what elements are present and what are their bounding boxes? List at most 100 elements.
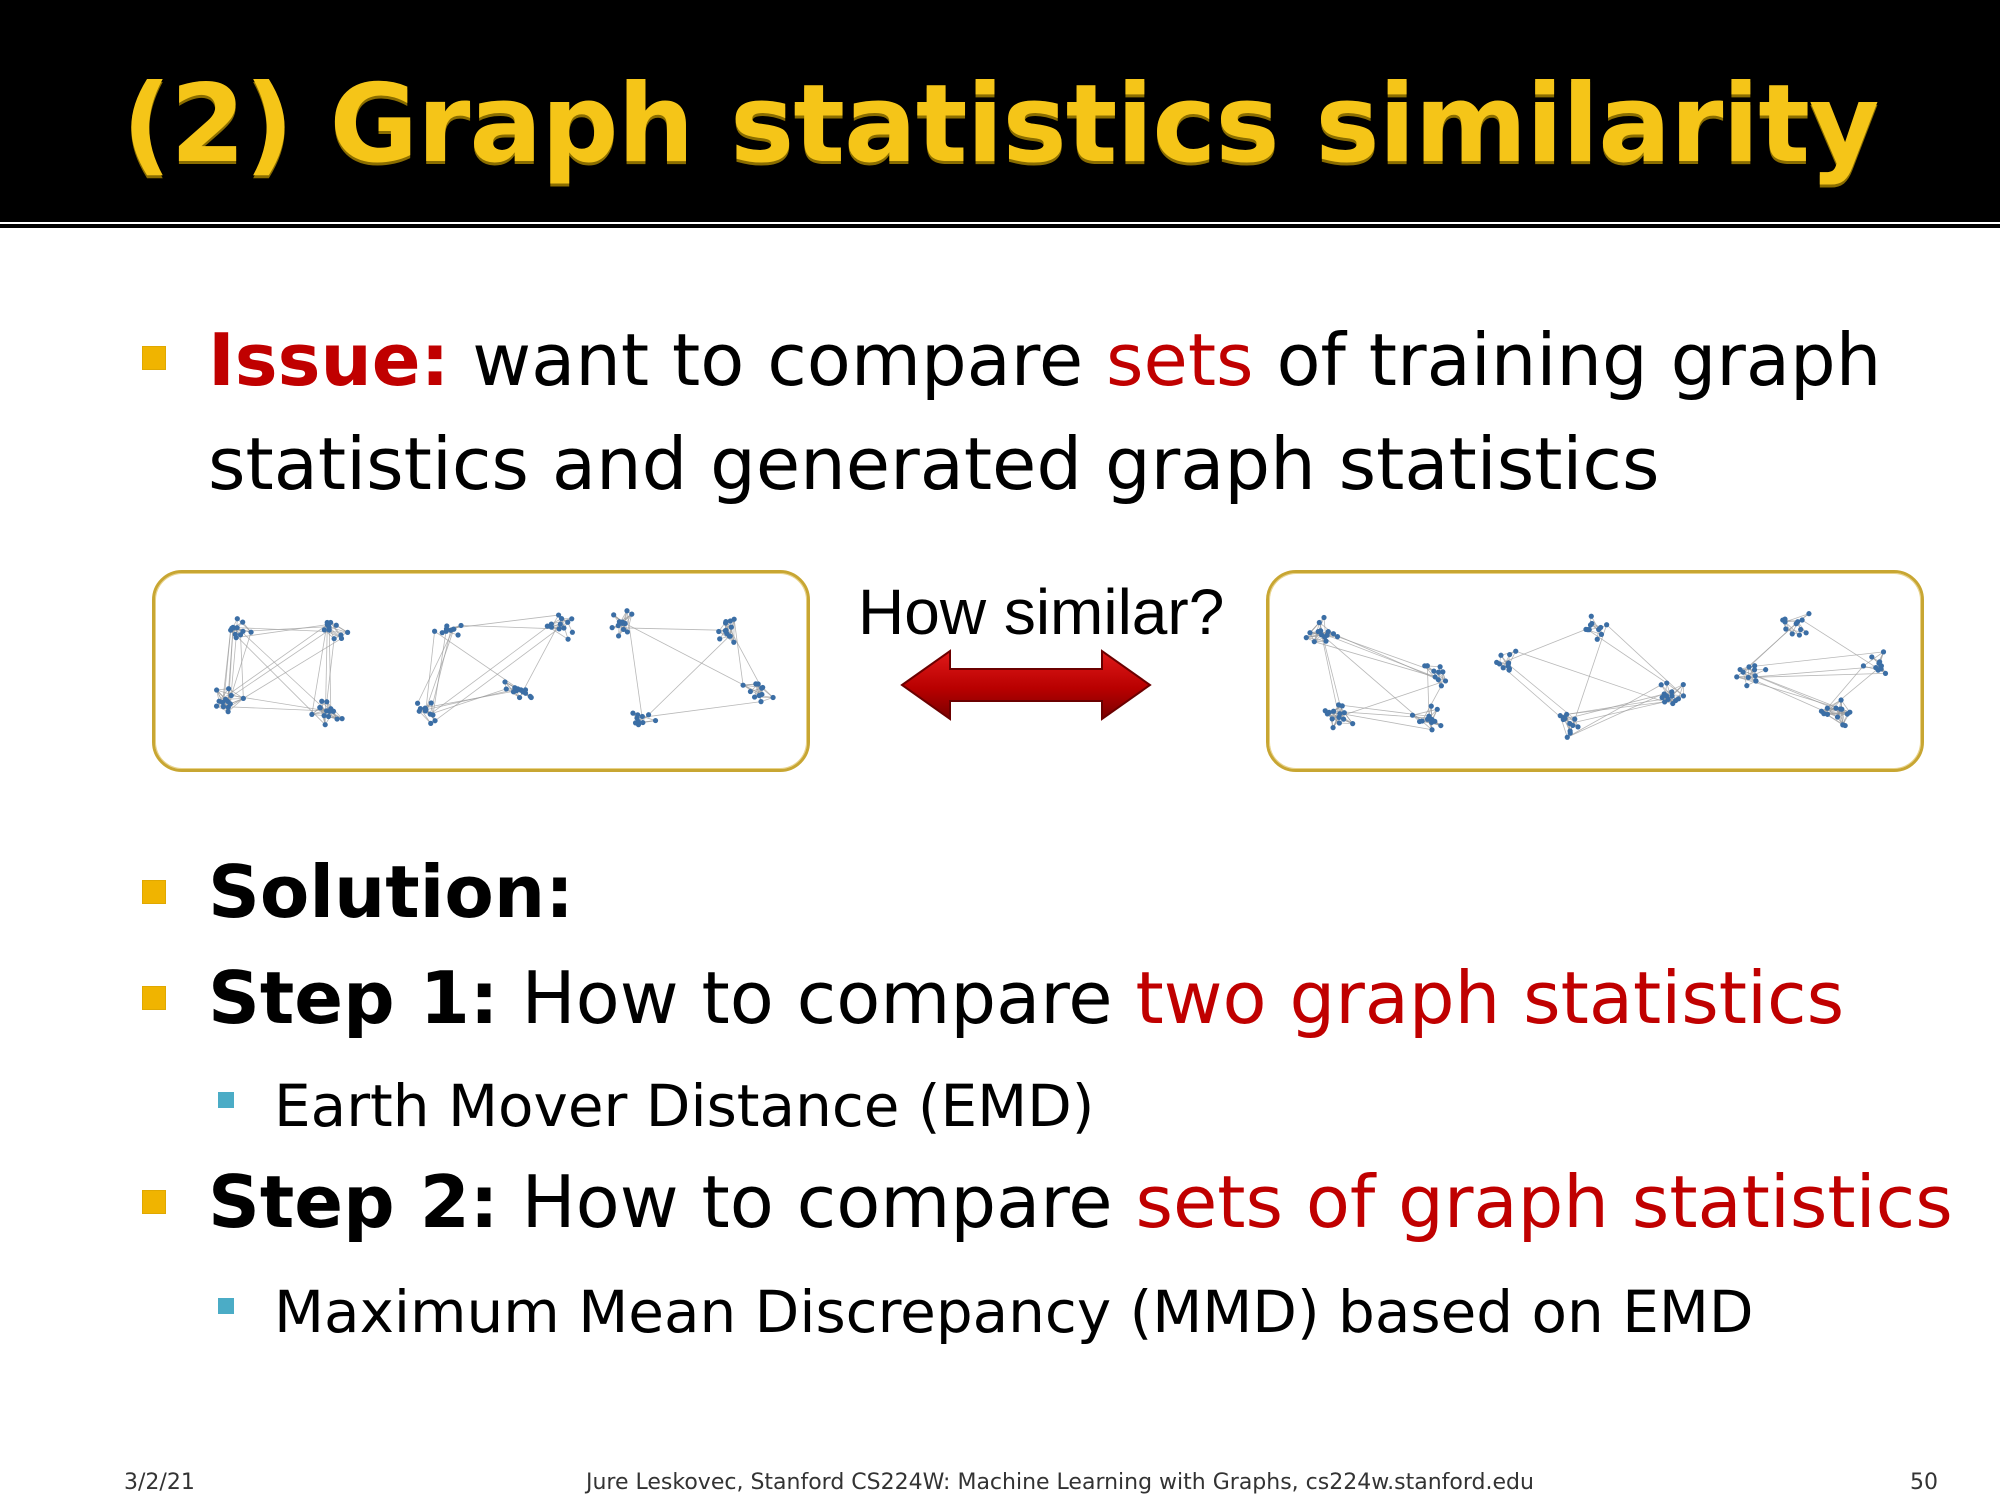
graph-edge <box>1426 665 1430 718</box>
graph-node <box>1570 722 1576 729</box>
graph-edge <box>1508 663 1576 720</box>
graph-edge <box>430 688 507 715</box>
bullet-issue <box>142 346 166 370</box>
graph-node <box>1664 680 1670 686</box>
graph-node <box>645 712 652 718</box>
graph-edge <box>328 630 332 709</box>
graph-node <box>731 639 737 645</box>
graph-node <box>1330 725 1336 731</box>
graph-node <box>219 699 226 706</box>
graph-node <box>1339 703 1345 709</box>
graph-node <box>1560 716 1566 723</box>
graph-node <box>1307 630 1313 636</box>
graph-node <box>619 620 625 626</box>
graph-node <box>1752 673 1758 679</box>
graph-node <box>555 612 562 618</box>
graph-node <box>557 621 563 627</box>
graph-edge <box>1606 624 1684 697</box>
graph-node <box>756 692 762 699</box>
graph-node <box>1669 693 1675 699</box>
title-divider <box>0 224 2000 228</box>
graph-node <box>1500 665 1506 671</box>
graph-node <box>1752 663 1758 669</box>
graph-edge <box>446 614 559 630</box>
graph-node <box>324 699 330 705</box>
graph-node <box>759 685 765 691</box>
graph-edge <box>1748 669 1766 678</box>
graph-edge <box>519 618 562 698</box>
graph-node <box>502 679 508 685</box>
footer-date: 3/2/21 <box>124 1470 195 1495</box>
graph-edge <box>1736 676 1842 710</box>
graph-node <box>451 626 457 632</box>
graph-node <box>322 722 328 728</box>
graph-node <box>1325 629 1331 635</box>
graph-edge <box>417 629 454 704</box>
graph-node <box>1793 621 1799 627</box>
graph-edge <box>1563 693 1665 720</box>
graph-edge <box>222 629 330 703</box>
graph-edge <box>1748 665 1881 678</box>
graph-edge <box>733 619 744 686</box>
generated-graphs-box <box>1266 570 1924 772</box>
graph-edge <box>1827 665 1864 709</box>
graph-node <box>1589 620 1595 627</box>
graph-node <box>755 681 761 687</box>
graph-edge <box>1421 685 1442 722</box>
graph-node <box>1588 613 1594 619</box>
graph-edge <box>1587 629 1667 684</box>
graph-node <box>548 624 555 630</box>
graph-edge <box>228 688 244 699</box>
graph-node <box>1431 668 1437 674</box>
issue-label: Issue: <box>208 318 450 402</box>
graph-node <box>624 608 630 614</box>
graph-node <box>558 616 565 622</box>
generated-graphs-illustration <box>1303 611 1889 740</box>
graph-node <box>321 627 327 633</box>
issue-highlight: sets <box>1106 318 1254 402</box>
graph-node <box>520 689 526 695</box>
graph-node <box>1798 626 1804 633</box>
graph-node <box>321 713 327 719</box>
step1-label: Step 1: <box>208 956 499 1040</box>
graph-node <box>1796 632 1803 638</box>
graph-edge <box>222 630 232 703</box>
graph-edge <box>1566 714 1579 728</box>
graph-edge <box>1499 663 1564 720</box>
graph-node <box>1596 626 1602 633</box>
graph-node <box>1844 711 1850 717</box>
graph-node <box>428 720 434 726</box>
graph-node <box>334 716 340 722</box>
graph-node <box>1837 706 1844 712</box>
training-graphs-box <box>152 570 810 772</box>
graph-node <box>1575 724 1581 730</box>
graph-node <box>503 686 509 692</box>
graph-edge <box>1748 673 1886 678</box>
graph-node <box>1834 714 1841 720</box>
how-similar-label: How similar? <box>858 576 1225 648</box>
graph-node <box>1316 619 1322 626</box>
graph-node <box>1806 611 1812 617</box>
graph-edge <box>432 628 447 716</box>
graph-edge <box>223 706 334 712</box>
graph-node <box>228 692 234 699</box>
graph-node <box>1663 693 1670 699</box>
graph-node <box>620 626 627 633</box>
graph-node <box>1432 718 1438 724</box>
graph-node <box>240 619 246 625</box>
graph-node <box>1824 705 1830 711</box>
graph-edge <box>551 618 572 625</box>
graph-node <box>240 695 246 701</box>
graph-node <box>1434 706 1440 712</box>
graph-edge <box>626 614 633 633</box>
graph-edge <box>1784 621 1800 636</box>
graph-node <box>234 625 240 631</box>
graph-node <box>1442 678 1449 684</box>
graph-node <box>569 629 575 635</box>
graph-edge <box>243 638 342 699</box>
issue-line-1: Issue: want to compare sets of training … <box>208 310 1881 410</box>
graph-node <box>345 629 351 635</box>
graph-edge <box>1572 624 1608 726</box>
graph-node <box>324 619 330 626</box>
training-graphs-illustration <box>213 608 776 728</box>
